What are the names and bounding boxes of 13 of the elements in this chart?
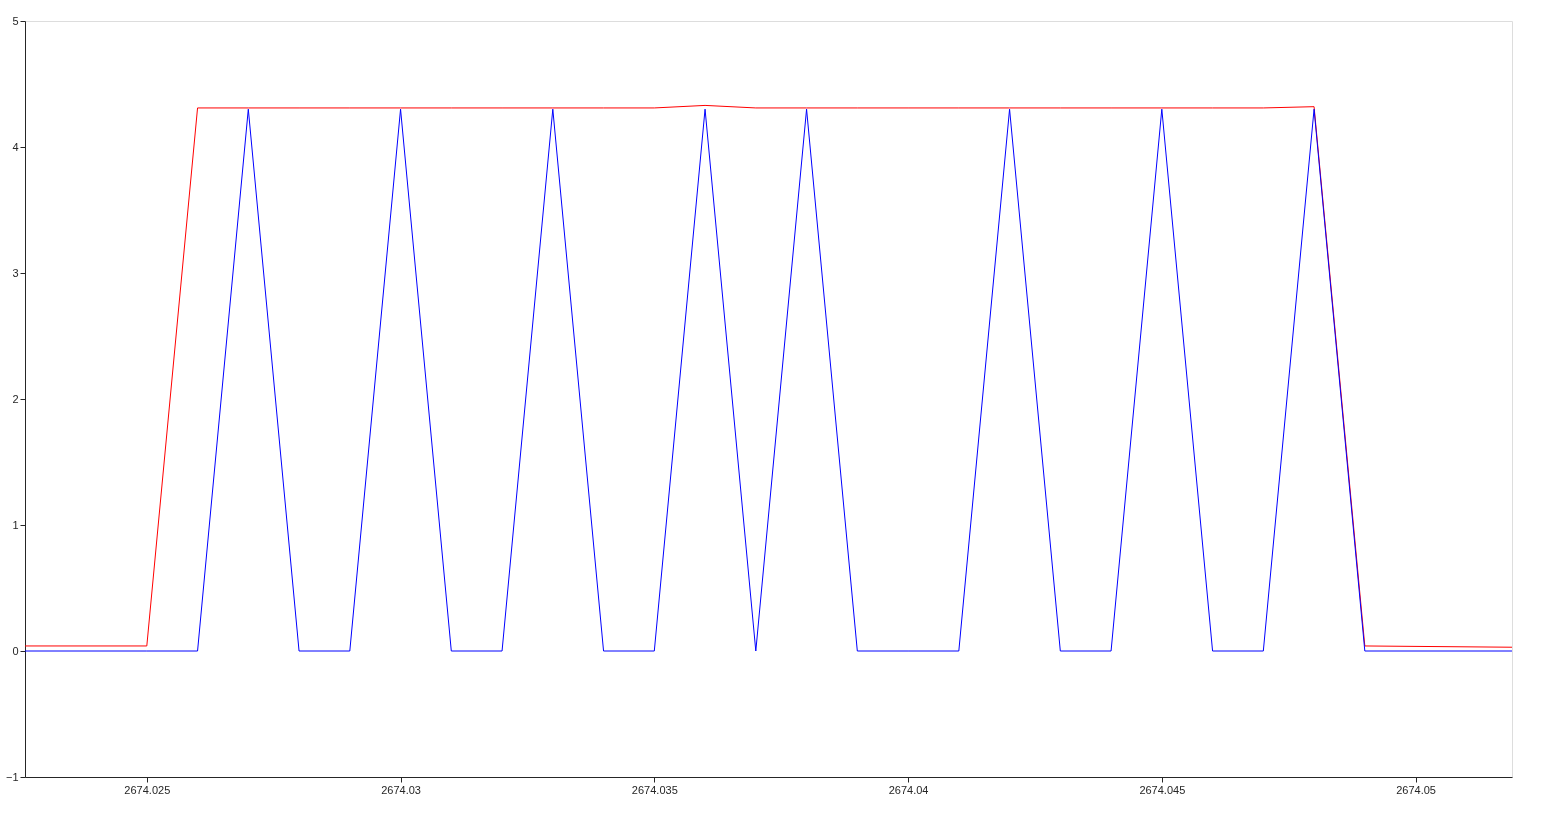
y-tick-label: 1 (12, 518, 19, 531)
x-tick-label: 2674.025 (124, 783, 171, 796)
y-tick-label: 5 (12, 14, 19, 27)
x-tick-label: 2674.03 (381, 783, 421, 796)
y-tick-label: 2 (12, 392, 19, 405)
x-tick-label: 2674.035 (631, 783, 678, 796)
x-tick-label: 2674.045 (1139, 783, 1186, 796)
x-tick-label: 2674.04 (888, 783, 929, 796)
y-tick-label: −1 (5, 770, 19, 783)
y-tick-label: 0 (12, 644, 19, 657)
y-tick-label: 4 (12, 140, 19, 153)
y-tick-label: 3 (12, 266, 19, 279)
x-tick-label: 2674.05 (1396, 783, 1436, 796)
